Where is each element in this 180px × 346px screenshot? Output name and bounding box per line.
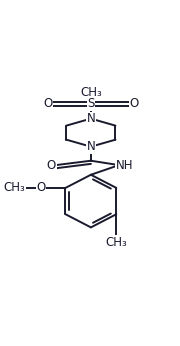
Text: N: N (87, 112, 95, 125)
Text: CH₃: CH₃ (80, 86, 102, 99)
Text: O: O (36, 181, 46, 194)
Text: S: S (87, 97, 95, 110)
Text: NH: NH (116, 158, 133, 172)
Text: O: O (129, 97, 138, 110)
Text: O: O (47, 158, 56, 172)
Text: CH₃: CH₃ (105, 236, 127, 249)
Text: O: O (43, 97, 53, 110)
Text: N: N (87, 140, 95, 153)
Text: CH₃: CH₃ (4, 181, 26, 194)
